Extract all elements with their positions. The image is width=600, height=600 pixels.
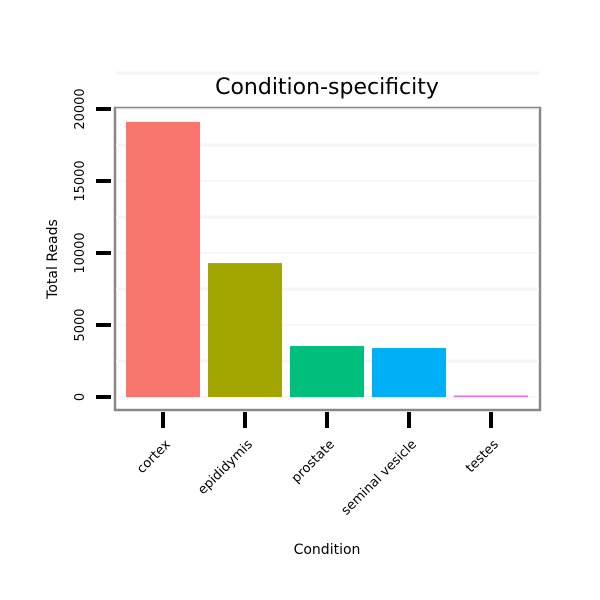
x-axis-label: Condition bbox=[294, 542, 361, 558]
x-tick-label: prostate bbox=[289, 437, 338, 486]
y-tick-label: 15000 bbox=[73, 160, 88, 201]
bar-seminal-vesicle bbox=[372, 348, 446, 397]
y-tick-label: 20000 bbox=[73, 88, 88, 129]
y-axis-label: Total Reads bbox=[45, 219, 61, 300]
x-tick-label: testes bbox=[463, 437, 502, 476]
bar-cortex bbox=[126, 121, 200, 398]
x-tick-label: seminal vesicle bbox=[339, 437, 420, 518]
x-tick-label: cortex bbox=[134, 437, 174, 477]
y-tick-label: 10000 bbox=[73, 232, 88, 273]
x-tick-label: epididymis bbox=[195, 437, 256, 498]
y-tick-label: 5000 bbox=[73, 308, 88, 341]
chart-title: Condition-specificity bbox=[215, 75, 439, 100]
bar-prostate bbox=[290, 346, 364, 397]
bar-testes bbox=[454, 395, 528, 397]
bar-epididymis bbox=[208, 263, 282, 397]
y-tick-label: 0 bbox=[73, 393, 88, 401]
